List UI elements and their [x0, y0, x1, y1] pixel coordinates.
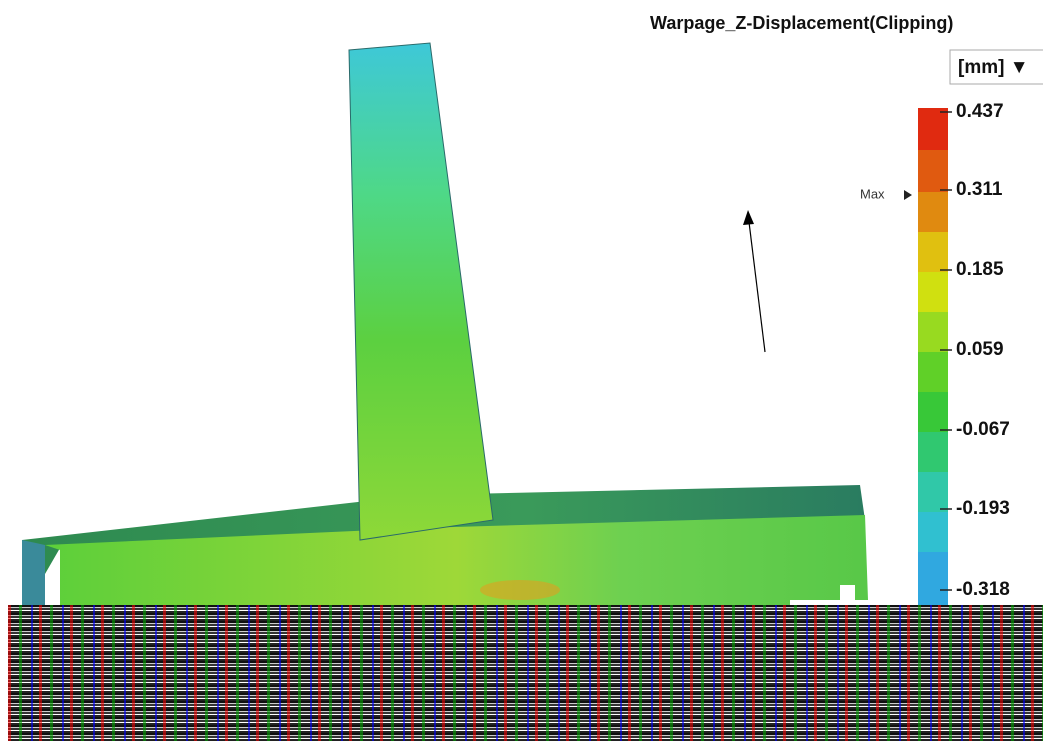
max-pointer: [904, 190, 912, 200]
max-marker: Max: [860, 186, 885, 201]
legend-label: 0.437: [956, 101, 1004, 122]
render-artifact: [8, 605, 1043, 741]
color-bar: [918, 108, 948, 605]
part-edge: [22, 540, 45, 605]
result-title: Warpage_Z-Displacement(Clipping): [650, 13, 953, 33]
direction-arrow: [749, 222, 765, 352]
hotspot: [480, 580, 560, 600]
legend-label: 0.311: [956, 179, 1003, 200]
legend-label: 0.185: [956, 259, 1004, 280]
legend-label: -0.193: [956, 498, 1010, 519]
screenshot: Warpage_Z-Displacement(Clipping) [mm] ▼ …: [0, 0, 1043, 741]
arrow-head: [743, 210, 754, 225]
legend-label: -0.067: [956, 419, 1010, 440]
unit-label[interactable]: [mm] ▼: [958, 57, 1029, 78]
legend-label: 0.059: [956, 339, 1004, 360]
legend-label: -0.318: [956, 579, 1010, 600]
part-rib: [349, 43, 493, 540]
